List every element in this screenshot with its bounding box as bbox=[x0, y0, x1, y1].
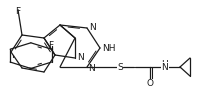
Text: F: F bbox=[16, 7, 20, 16]
Text: F: F bbox=[48, 41, 53, 50]
Text: N: N bbox=[89, 23, 96, 32]
Text: H: H bbox=[162, 60, 168, 69]
Text: O: O bbox=[146, 79, 153, 88]
Text: S: S bbox=[117, 62, 123, 71]
Text: NH: NH bbox=[102, 44, 116, 53]
Text: N: N bbox=[77, 54, 84, 62]
Text: N: N bbox=[88, 64, 95, 73]
Text: N: N bbox=[162, 62, 168, 71]
